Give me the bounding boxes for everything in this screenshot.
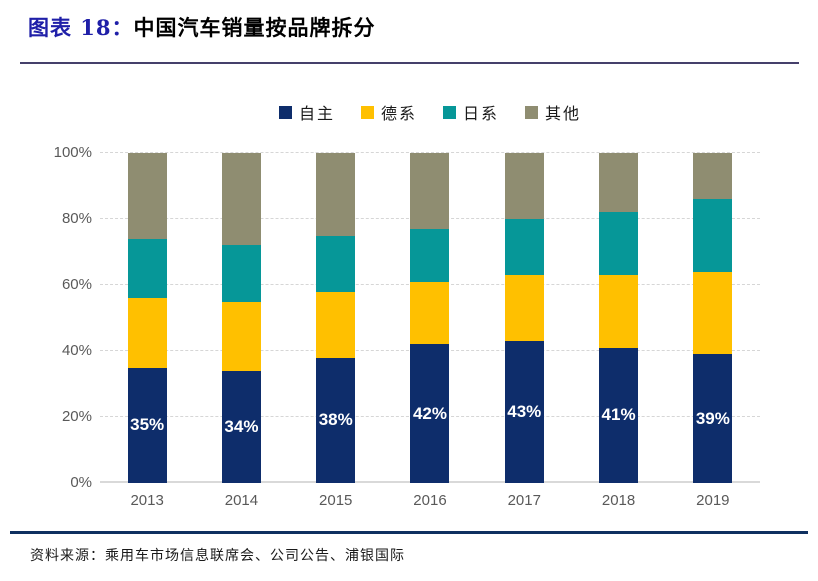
x-tick-label-2013: 2013 [130, 492, 164, 509]
source-note: 资料来源：乘用车市场信息联席会、公司公告、浦银国际 [30, 548, 405, 564]
footer-divider [10, 531, 808, 534]
segment-其他 [221, 153, 261, 246]
segment-自主: 41% [599, 347, 639, 483]
legend-swatch-icon [443, 105, 456, 119]
segment-其他 [599, 153, 639, 213]
segment-日系 [127, 238, 167, 299]
legend-item-自主: 自主 [278, 100, 335, 124]
segment-其他 [693, 153, 733, 200]
x-tick-label-2018: 2018 [601, 492, 636, 509]
y-tick-label: 80% [61, 210, 92, 227]
segment-自主: 39% [693, 354, 733, 483]
bar-slot-2017: 43% [477, 153, 571, 483]
bars-container: 35% 34% 38% 42% 43% 41% 39% [100, 153, 760, 483]
figure-number-label: 图表 18： [28, 15, 134, 40]
bar-data-label: 41% [601, 405, 636, 425]
segment-自主: 42% [410, 344, 450, 483]
segment-自主: 38% [316, 357, 356, 483]
bar-data-label: 35% [130, 415, 165, 435]
x-tick-label-2014: 2014 [224, 492, 259, 509]
legend-item-其他: 其他 [525, 100, 581, 124]
segment-日系 [221, 245, 261, 302]
segment-日系 [316, 235, 356, 292]
segment-日系 [504, 219, 544, 276]
bar-slot-2018: 41% [571, 153, 665, 483]
segment-自主: 43% [504, 341, 544, 483]
bar-data-label: 39% [695, 408, 730, 428]
segment-其他 [410, 153, 450, 229]
legend-label: 自主 [298, 104, 335, 123]
chart-header: 图表 18：中国汽车销量按品牌拆分 [28, 12, 376, 42]
bar-data-label: 43% [507, 402, 542, 422]
segment-其他 [504, 153, 544, 220]
legend-label: 日系 [463, 104, 500, 123]
gridline-100 [100, 152, 760, 153]
segment-其他 [316, 153, 356, 236]
segment-德系 [316, 291, 356, 358]
chart-legend: 自主 德系 日系 其他 [100, 100, 760, 124]
segment-德系 [410, 281, 450, 345]
segment-德系 [127, 298, 167, 368]
legend-swatch-icon [360, 105, 374, 119]
legend-label: 其他 [545, 104, 582, 123]
segment-德系 [504, 275, 544, 342]
segment-日系 [410, 228, 450, 282]
y-tick-label: 0% [70, 474, 92, 491]
bar-data-label: 38% [318, 410, 353, 430]
segment-德系 [693, 271, 733, 355]
x-axis-labels: 2013 2014 2015 2016 2017 2018 2019 [100, 492, 760, 509]
stacked-bar-2019: 39% [693, 153, 733, 483]
segment-自主: 34% [221, 370, 261, 483]
segment-德系 [599, 275, 639, 348]
figure-title-text: 中国汽车销量按品牌拆分 [133, 15, 376, 40]
stacked-bar-2014: 34% [221, 153, 261, 483]
stacked-bar-2013: 35% [127, 153, 167, 483]
y-tick-label: 40% [61, 342, 92, 359]
y-tick-label: 20% [61, 408, 92, 425]
x-tick-label-2015: 2015 [319, 492, 353, 509]
plot: 0% 20% 40% 60% 80% 100% 35% 34% 38% 42% 43% 41% 39% [54, 144, 760, 491]
segment-德系 [221, 301, 261, 371]
y-tick-label: 100% [53, 144, 92, 161]
segment-日系 [693, 199, 733, 272]
stacked-bar-2018: 41% [599, 153, 639, 483]
legend-item-德系: 德系 [360, 100, 417, 124]
bar-slot-2013: 35% [100, 153, 194, 483]
bar-slot-2014: 34% [194, 153, 288, 483]
stacked-bar-2017: 43% [504, 153, 544, 483]
stacked-bar-2015: 38% [316, 153, 356, 483]
bar-data-label: 42% [412, 403, 447, 423]
x-tick-label-2016: 2016 [413, 492, 447, 509]
y-tick-label: 60% [61, 276, 92, 293]
x-tick-label-2019: 2019 [696, 492, 730, 509]
legend-label: 德系 [380, 104, 417, 123]
legend-swatch-icon [278, 105, 292, 119]
segment-其他 [127, 153, 167, 239]
bar-slot-2019: 39% [666, 153, 760, 483]
stacked-bar-2016: 42% [410, 153, 450, 483]
x-tick-label-2017: 2017 [507, 492, 541, 509]
page-title: 图表 18：中国汽车销量按品牌拆分 [28, 15, 376, 40]
legend-item-日系: 日系 [443, 100, 499, 124]
segment-日系 [599, 212, 639, 276]
header-divider [20, 62, 799, 64]
segment-自主: 35% [127, 367, 167, 483]
legend-swatch-icon [525, 105, 539, 119]
bar-slot-2015: 38% [289, 153, 383, 483]
bar-slot-2016: 42% [383, 153, 477, 483]
bar-data-label: 34% [224, 416, 259, 436]
